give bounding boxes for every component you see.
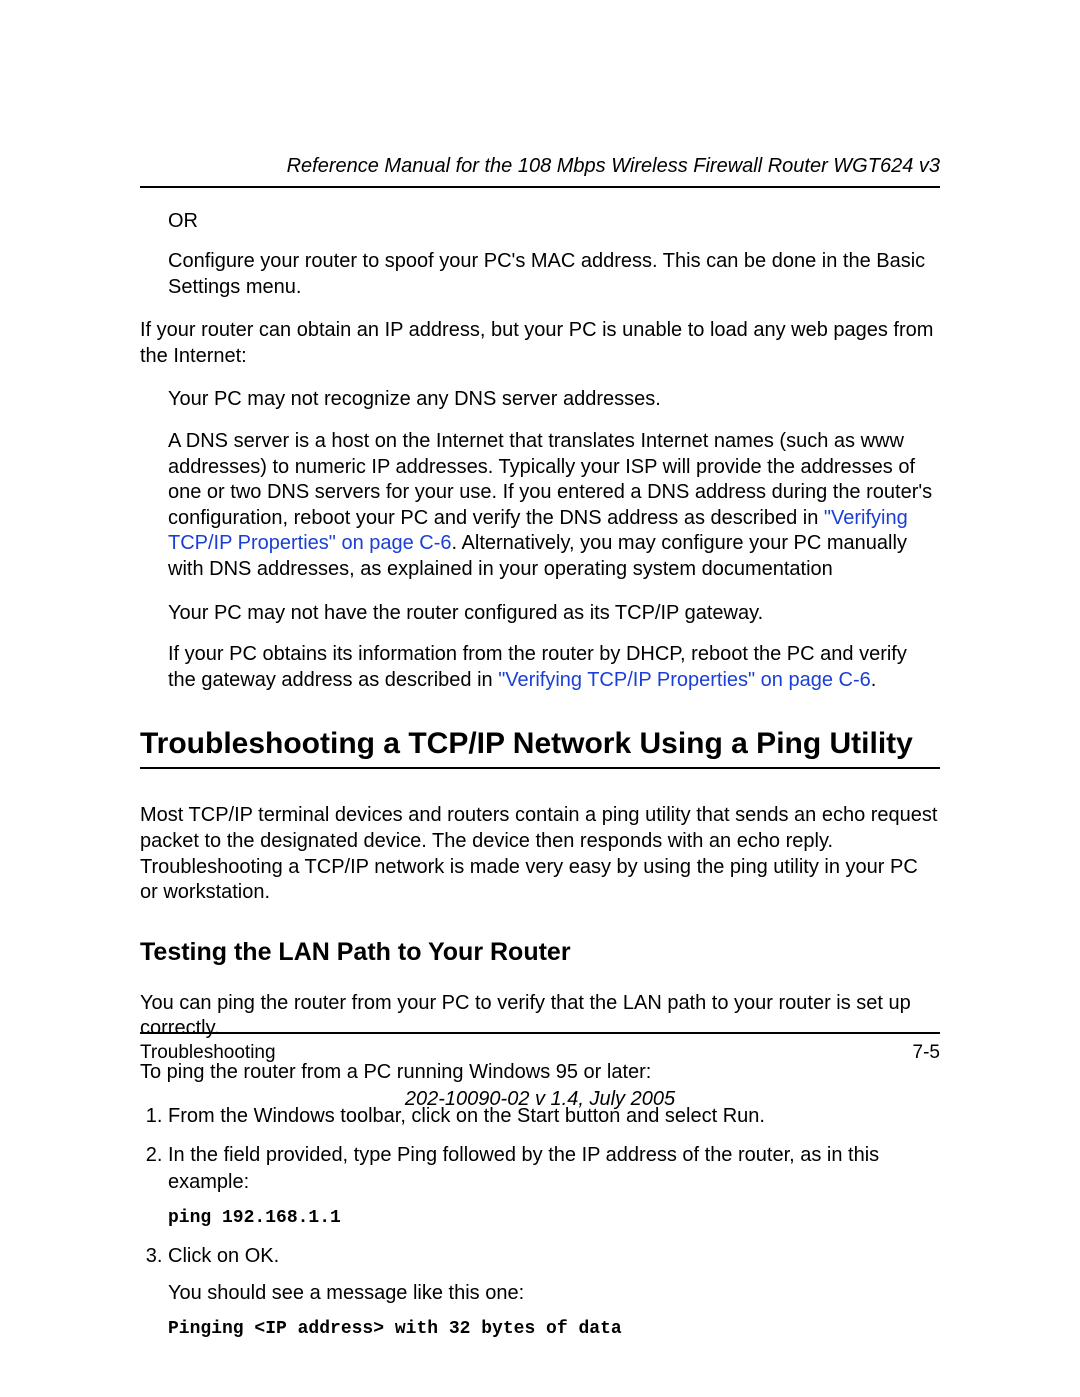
subsection-heading-lan-path: Testing the LAN Path to Your Router <box>140 938 940 967</box>
section-rule <box>140 767 940 769</box>
gateway-not-set: Your PC may not have the router configur… <box>168 601 940 627</box>
footer: Troubleshooting 7-5 <box>140 1042 940 1064</box>
step-3: Click on OK. You should see a message li… <box>168 1243 940 1341</box>
verifying-tcpip-link-2[interactable]: "Verifying TCP/IP Properties" on page C-… <box>498 669 871 691</box>
footer-left: Troubleshooting <box>140 1042 276 1064</box>
spoof-paragraph: Configure your router to spoof your PC's… <box>168 249 940 300</box>
step-2-code: ping 192.168.1.1 <box>168 1206 940 1230</box>
section-heading-troubleshooting-ping: Troubleshooting a TCP/IP Network Using a… <box>140 727 940 761</box>
step-2: In the field provided, type Ping followe… <box>168 1142 940 1230</box>
doc-version: 202-10090-02 v 1.4, July 2005 <box>0 1088 1080 1111</box>
or-label: OR <box>168 210 940 233</box>
ping-intro-paragraph: Most TCP/IP terminal devices and routers… <box>140 803 940 905</box>
step-3-subtext: You should see a message like this one: <box>168 1280 940 1307</box>
ip-no-web-paragraph: If your router can obtain an IP address,… <box>140 318 940 369</box>
gateway-explain-paragraph: If your PC obtains its information from … <box>168 642 940 693</box>
dns-explain-paragraph: A DNS server is a host on the Internet t… <box>168 429 940 583</box>
footer-right: 7-5 <box>913 1042 940 1064</box>
dns-not-recognized: Your PC may not recognize any DNS server… <box>168 387 940 413</box>
step-3-text: Click on OK. <box>168 1245 279 1267</box>
header-rule <box>140 186 940 188</box>
footer-rule <box>140 1032 940 1034</box>
page-header-title: Reference Manual for the 108 Mbps Wirele… <box>140 155 940 178</box>
lan-intro-paragraph: You can ping the router from your PC to … <box>140 991 940 1042</box>
step-2-text: In the field provided, type Ping followe… <box>168 1144 879 1193</box>
step-3-code: Pinging <IP address> with 32 bytes of da… <box>168 1317 940 1341</box>
steps-list: From the Windows toolbar, click on the S… <box>140 1103 940 1341</box>
dns-text-1: A DNS server is a host on the Internet t… <box>168 430 932 529</box>
gateway-text-2: . <box>871 669 877 691</box>
